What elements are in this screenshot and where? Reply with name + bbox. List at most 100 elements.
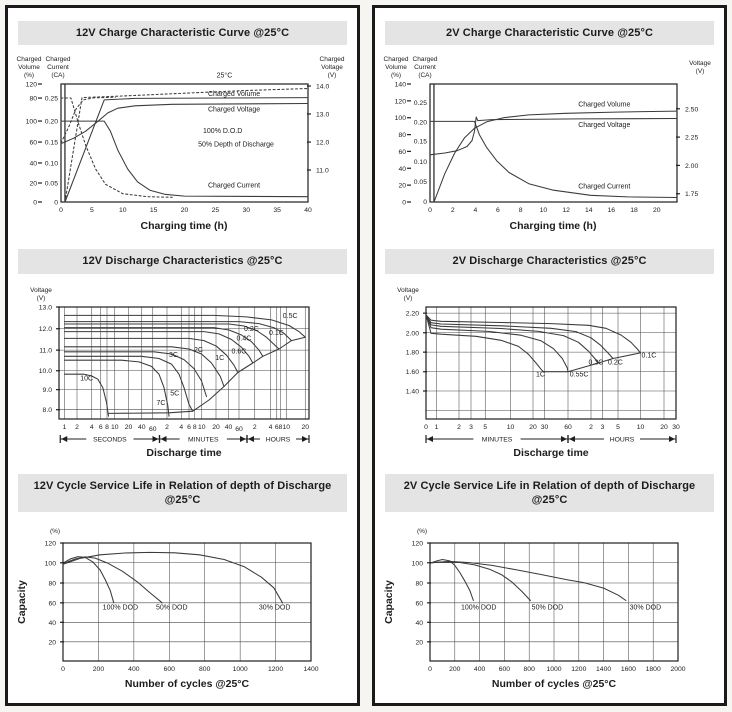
- chart-label: 0.3C: [588, 359, 603, 366]
- curve-10C: [63, 373, 109, 417]
- chart-label: 100% D.O.D: [203, 128, 242, 135]
- x-tick-label: 2: [165, 424, 169, 431]
- left-arrowhead-icon: [426, 435, 433, 442]
- x-tick-label: 1: [434, 424, 438, 431]
- x-tick-label: 0: [59, 207, 63, 214]
- curve-0.2C: [424, 313, 614, 359]
- range-label-bg: [259, 433, 296, 444]
- chart-label: (%): [416, 528, 426, 535]
- x-tick-label: 2: [450, 207, 454, 214]
- y-tick-label: 20: [398, 183, 406, 190]
- chart-label: 0.2C: [608, 359, 623, 366]
- x-tick-label: 5: [616, 424, 620, 431]
- chart-title-12v-charge: 12V Charge Characteristic Curve @25°C: [18, 21, 347, 46]
- chart-label: 100% DOD: [461, 605, 496, 612]
- chart-section-12v-charge: 12V Charge Characteristic Curve @25°C 0 5…: [8, 21, 357, 236]
- chart-section-12v-cycle-life: 12V Cycle Service Life in Relation of de…: [8, 473, 357, 694]
- chart-label: 10C: [80, 375, 93, 382]
- y-tick-label: 0: [402, 200, 406, 207]
- chart-label: Charged: [45, 56, 70, 63]
- curve-volume-100dod: [63, 97, 309, 203]
- curve-100pct-dod: [61, 556, 114, 604]
- curve-100pct-dod: [428, 559, 474, 602]
- x-tick-label: 4: [179, 424, 183, 431]
- x-tick-label: 6: [496, 207, 500, 214]
- y-tick-label: 40: [48, 620, 56, 627]
- chart-label: Charged Volume: [578, 102, 630, 109]
- axis-range-label: SECONDS: [93, 436, 127, 443]
- y-tick-label: 1.80: [405, 349, 418, 356]
- chart-title-12v-cycle-life: 12V Cycle Service Life in Relation of de…: [18, 473, 347, 513]
- y-tick-label: 60: [398, 149, 406, 156]
- chart-label: 0.5C: [282, 313, 297, 320]
- y-tick-label: 12.0: [316, 140, 329, 147]
- y-tick-label: 20: [29, 181, 37, 188]
- y-tick-label: 60: [415, 601, 423, 608]
- curve-volume-50dod: [63, 88, 309, 203]
- chart-label: 1C: [215, 355, 224, 362]
- y-tick-label: 120: [394, 99, 406, 106]
- x-tick-label: 8: [518, 207, 522, 214]
- chart-title-text: 2V Charge Characteristic Curve @25°C: [445, 27, 654, 39]
- chart-label: 0.55C: [569, 371, 588, 378]
- curve-0.4C: [63, 326, 263, 357]
- curve-0.1C: [424, 313, 641, 354]
- discharge-2v-chart: 0 1 2 3 5 10 20 30 60 2 3 5 10 20 302.202.001.801.601.…: [397, 287, 680, 459]
- y-tick-label: 2.20: [405, 310, 418, 317]
- y-tick-label: 2.00: [405, 330, 418, 337]
- axis-range-label: MINUTES: [481, 436, 512, 443]
- y-tick-label: 13.0: [316, 112, 329, 119]
- chart-section-2v-cycle-life: 2V Cycle Service Life in Relation of dep…: [375, 473, 724, 694]
- chart-label: Volume: [18, 64, 40, 71]
- y-tick-label: 13.0: [38, 304, 51, 311]
- chart-label: 100% DOD: [102, 605, 137, 612]
- curve-end-voltage-locus: [542, 351, 641, 372]
- chart-label: (CA): [51, 72, 64, 79]
- x-tick-label: 4: [89, 424, 93, 431]
- chart-label: Charged: [412, 56, 437, 63]
- x-tick-label: 20: [529, 424, 537, 431]
- y-tick-label: 100: [394, 116, 406, 123]
- x-tick-label: 1800: [645, 666, 660, 673]
- x-tick-label: 40: [224, 424, 232, 431]
- x-tick-label: 20: [212, 424, 220, 431]
- curve-charged-volume: [432, 110, 678, 203]
- chart-title-text: 12V Discharge Characteristics @25°C: [82, 255, 283, 268]
- y-tick-label: 10.0: [38, 368, 51, 375]
- x-tick-label: 400: [473, 666, 485, 673]
- x-tick-label: 35: [273, 207, 281, 214]
- x-tick-label: 4: [473, 207, 477, 214]
- x-tick-label: 0: [428, 666, 432, 673]
- chart-label: Voltage: [689, 60, 711, 67]
- y-tick-label: 120: [44, 541, 56, 548]
- curve-0.3C: [424, 313, 599, 364]
- x-tick-label: 20: [180, 207, 188, 214]
- chart-label: Voltage: [321, 64, 343, 71]
- chart-title-12v-discharge: 12V Discharge Characteristics @25°C: [18, 249, 347, 274]
- chart-label: 3C: [169, 351, 178, 358]
- curve-50pct-dod: [61, 556, 163, 604]
- x-tick-label: 2: [457, 424, 461, 431]
- chart-label: 50% Depth of Discharge: [198, 142, 274, 149]
- y-tick-label: 100: [44, 560, 56, 567]
- x-tick-label: 16: [607, 207, 615, 214]
- chart-label: Charged Current: [207, 183, 259, 190]
- chart-label: (CA): [418, 72, 431, 79]
- x-tick-label: 10: [506, 424, 514, 431]
- y-tick-label: 0: [33, 200, 37, 207]
- right-arrowhead-icon: [152, 435, 158, 442]
- chart-title-text: 12V Charge Characteristic Curve @25°C: [75, 27, 290, 39]
- y-tick-label: 120: [25, 82, 37, 89]
- right-column-panel: 2V Charge Characteristic Curve @25°C 0 2 4…: [372, 5, 727, 706]
- y-tick-label: 40: [415, 620, 423, 627]
- curve-30pct-dod: [428, 561, 626, 602]
- chart-label: 0.1C: [641, 352, 656, 359]
- y-tick-label: 100: [411, 560, 423, 567]
- chart-label: Number of cycles @25°C: [124, 678, 249, 690]
- x-tick-label: 600: [498, 666, 510, 673]
- chart-label: 0.1C: [269, 330, 284, 337]
- chart-title-2v-discharge: 2V Discharge Characteristics @25°C: [385, 249, 714, 274]
- x-tick-label: 1600: [620, 666, 635, 673]
- y-tick-label: 0.10: [44, 161, 57, 168]
- x-tick-label: 400: [128, 666, 140, 673]
